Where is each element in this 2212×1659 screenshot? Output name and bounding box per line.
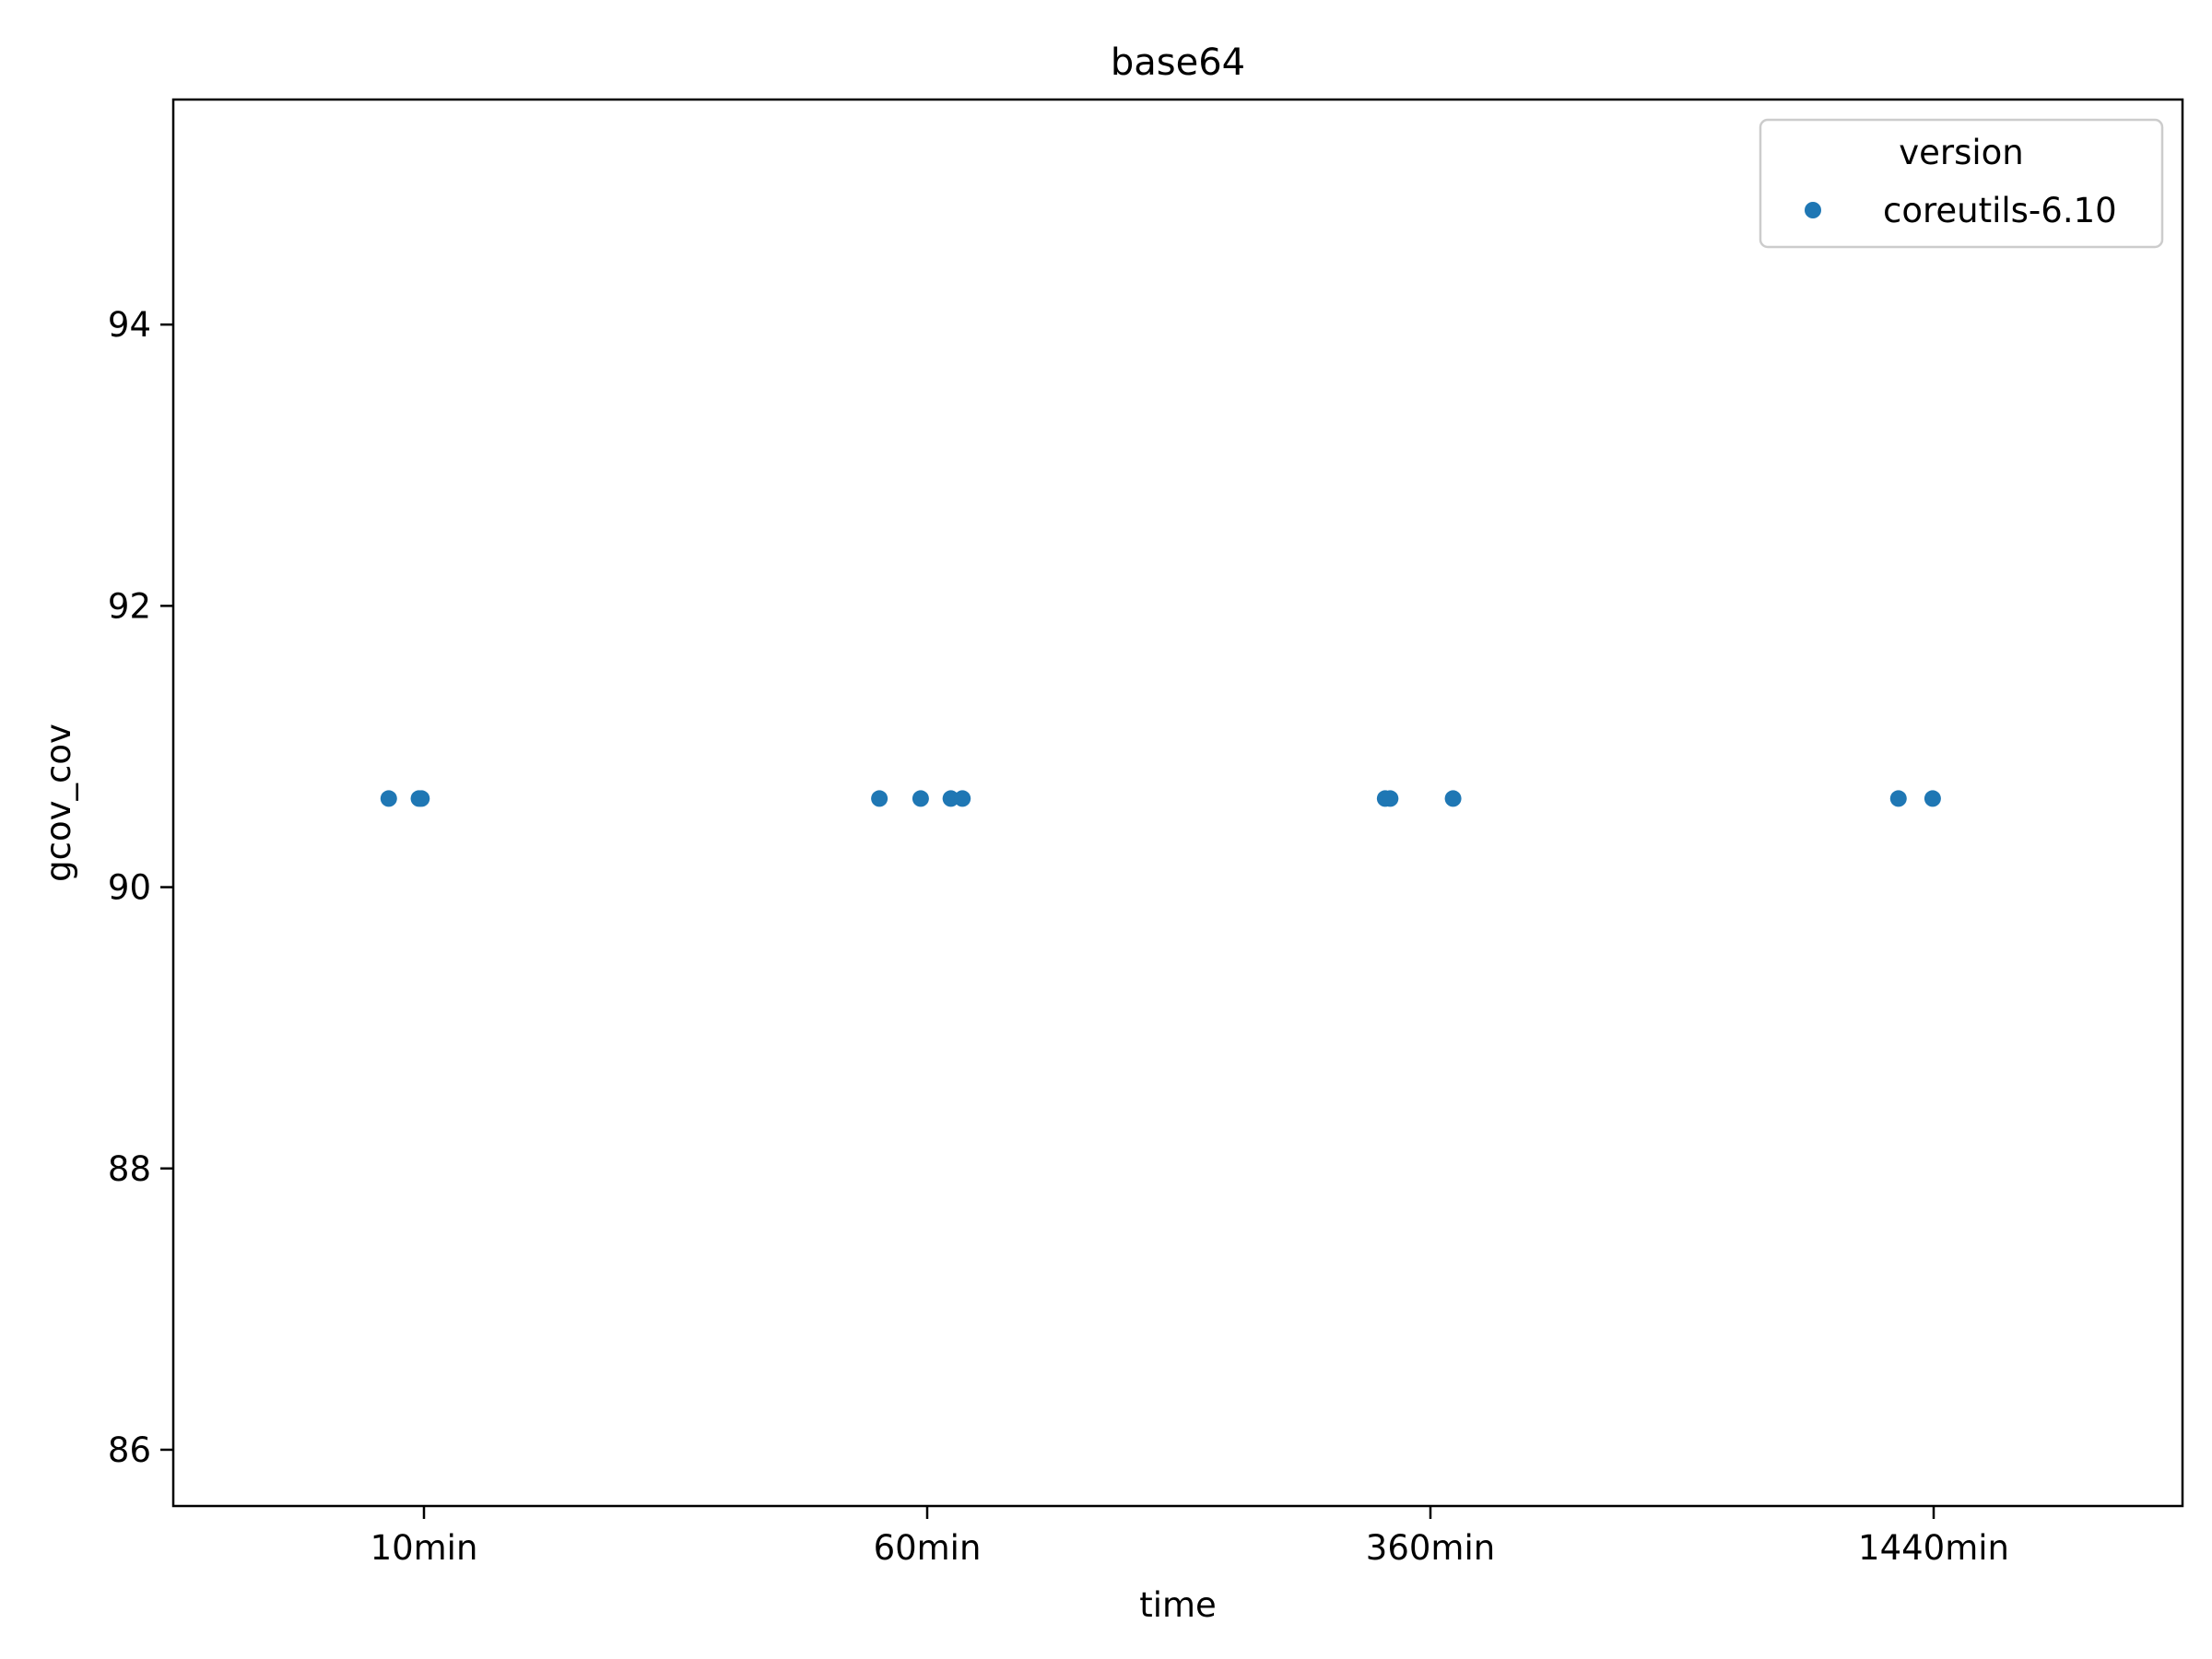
legend-title: version	[1899, 133, 2024, 172]
data-point	[1889, 790, 1907, 807]
x-axis-label: time	[1139, 1585, 1217, 1625]
data-point	[942, 790, 959, 807]
plot-frame	[171, 98, 2184, 1508]
points-layer	[380, 790, 1941, 807]
x-axis-ticks: 10min 60min 360min 1440min	[371, 1506, 2009, 1568]
x-tick-label: 10min	[371, 1528, 478, 1568]
y-tick-label: 90	[108, 868, 151, 908]
legend-marker	[1805, 202, 1821, 218]
data-point	[1924, 790, 1941, 807]
x-tick-label: 360min	[1366, 1528, 1495, 1568]
data-point	[1444, 790, 1462, 807]
chart-title: base64	[1111, 41, 1245, 84]
legend-box	[1759, 118, 2164, 249]
y-axis-label: gcov_cov	[39, 724, 78, 882]
legend: version coreutils-6.10	[1759, 118, 2164, 249]
y-tick-label: 92	[108, 586, 151, 626]
legend-entry-label: coreutils-6.10	[1883, 191, 2117, 230]
data-point	[1382, 790, 1399, 807]
data-point	[413, 790, 430, 807]
y-tick-label: 86	[108, 1430, 151, 1470]
y-tick-label: 94	[108, 305, 151, 345]
data-point	[912, 790, 929, 807]
data-point	[871, 790, 888, 807]
data-point	[954, 790, 971, 807]
x-tick-label: 60min	[874, 1528, 982, 1568]
y-tick-label: 88	[108, 1149, 151, 1189]
y-axis-ticks: 86 88 90 92 94	[108, 305, 173, 1470]
data-point	[380, 790, 397, 807]
x-tick-label: 1440min	[1858, 1528, 2009, 1568]
